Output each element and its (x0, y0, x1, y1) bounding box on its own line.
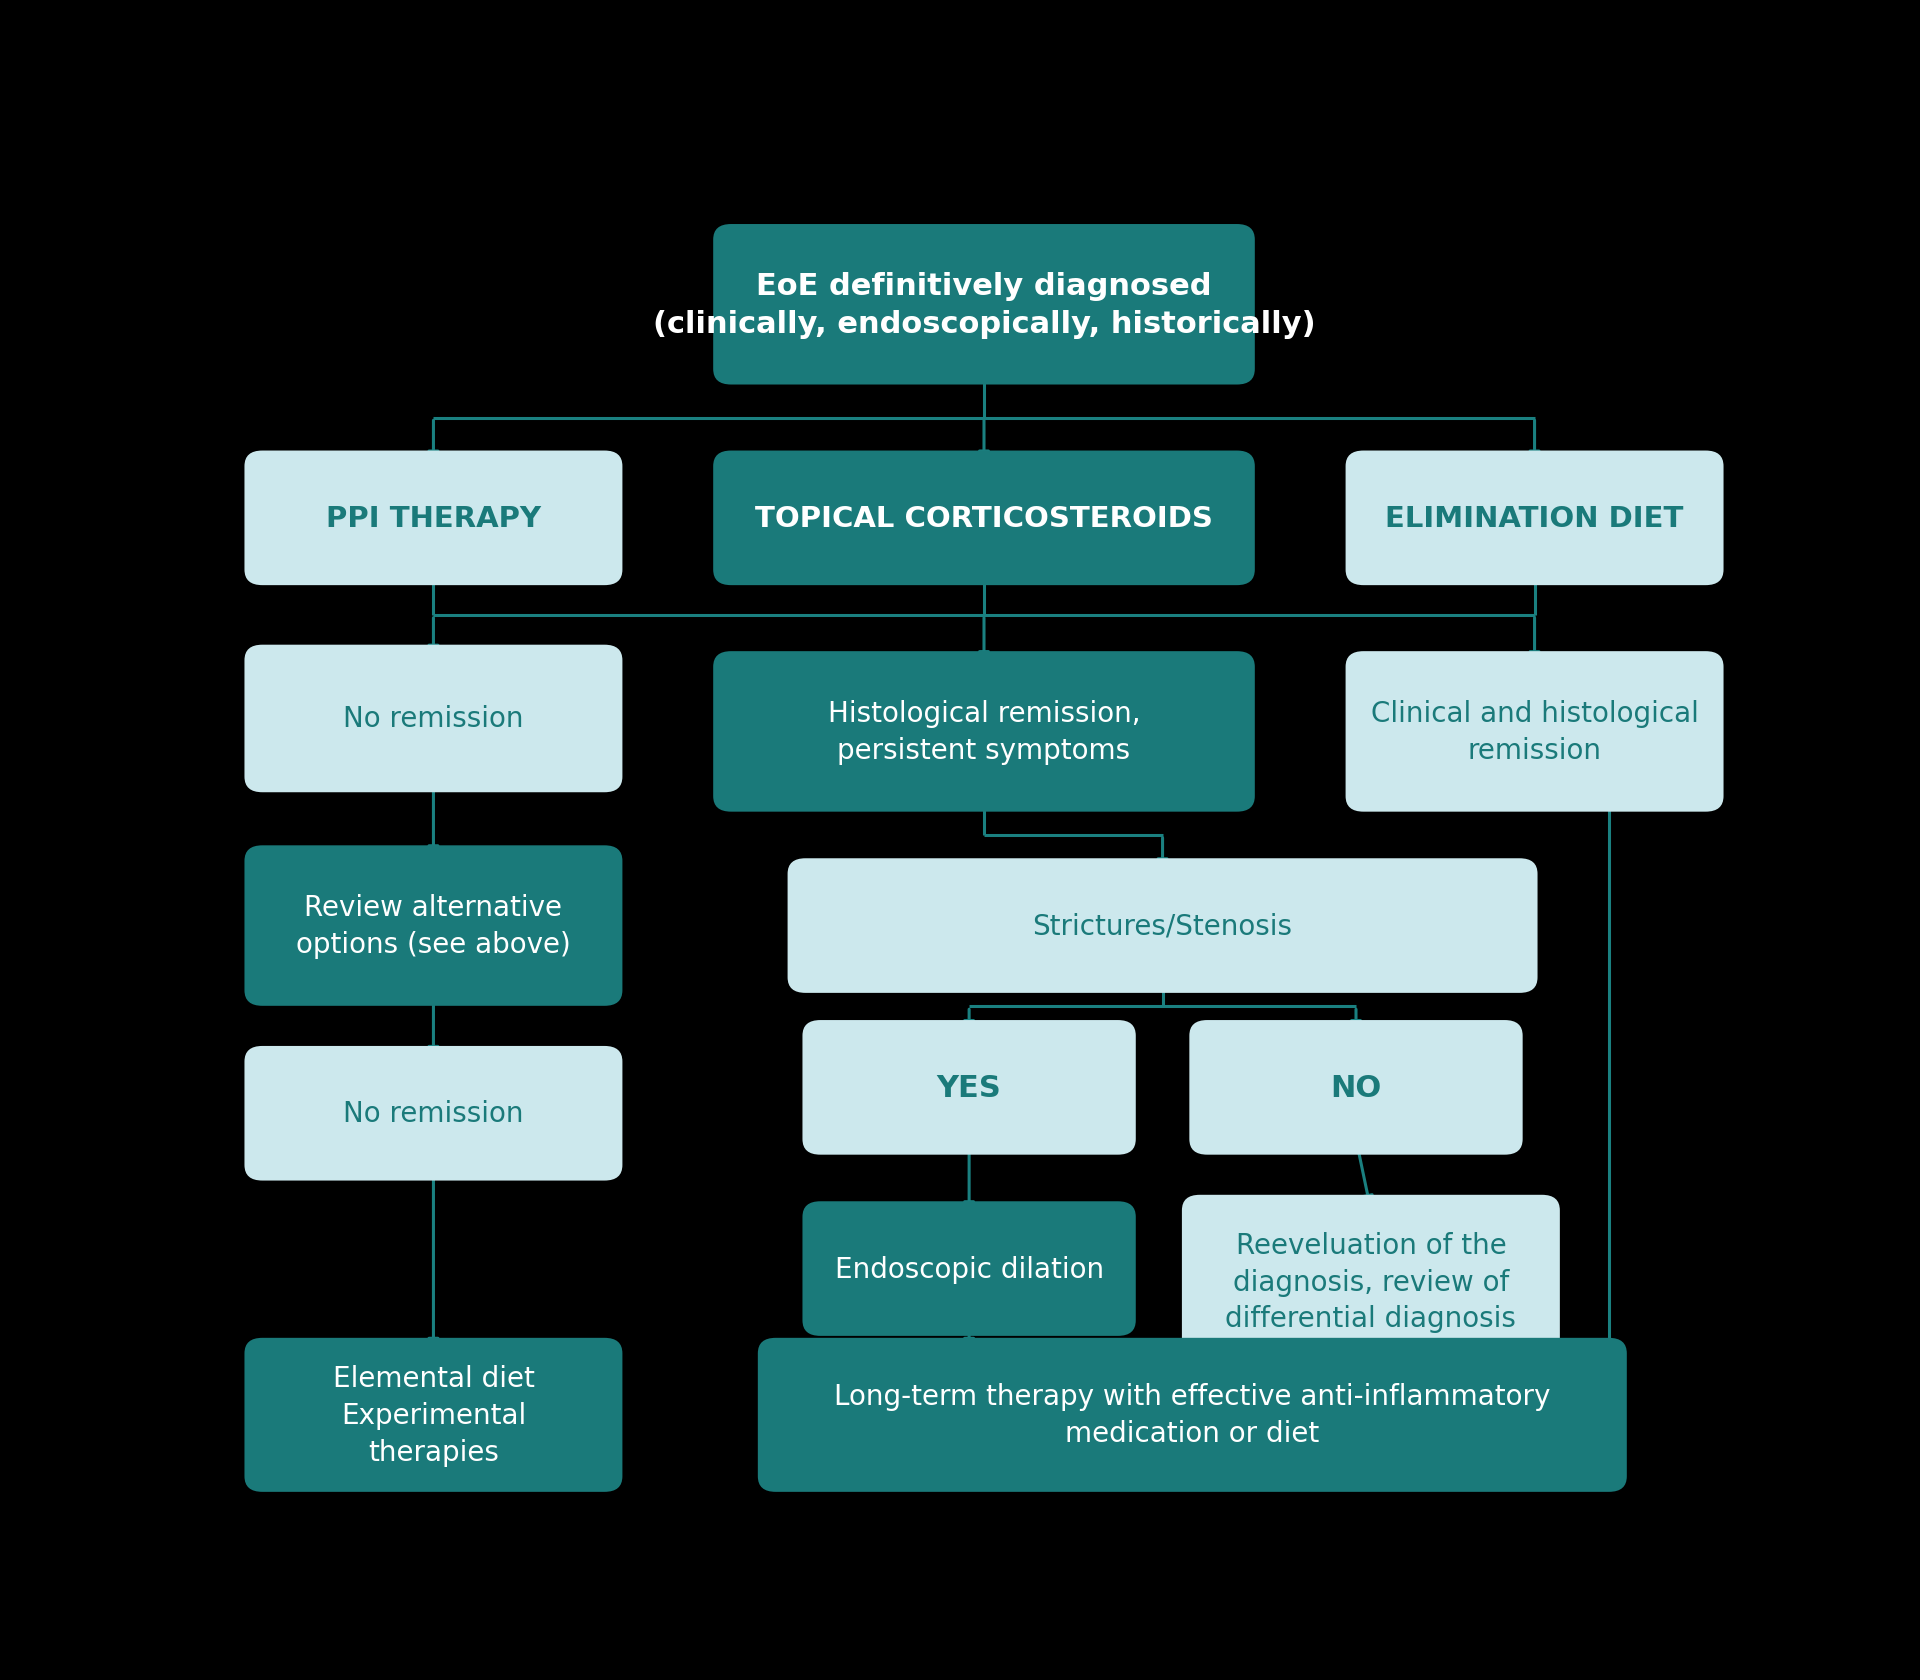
Text: Elemental diet
Experimental
therapies: Elemental diet Experimental therapies (332, 1364, 534, 1465)
Text: Reeveluation of the
diagnosis, review of
differential diagnosis: Reeveluation of the diagnosis, review of… (1225, 1231, 1517, 1332)
FancyBboxPatch shape (712, 225, 1256, 385)
FancyBboxPatch shape (758, 1337, 1626, 1492)
FancyBboxPatch shape (712, 652, 1256, 811)
FancyBboxPatch shape (1346, 452, 1724, 586)
Text: YES: YES (937, 1074, 1002, 1102)
FancyBboxPatch shape (1188, 1020, 1523, 1154)
Text: No remission: No remission (344, 1100, 524, 1127)
Text: Strictures/Stenosis: Strictures/Stenosis (1033, 912, 1292, 941)
Text: No remission: No remission (344, 706, 524, 732)
Text: Long-term therapy with effective anti-inflammatory
medication or diet: Long-term therapy with effective anti-in… (833, 1383, 1551, 1448)
FancyBboxPatch shape (244, 845, 622, 1006)
FancyBboxPatch shape (1346, 652, 1724, 811)
FancyBboxPatch shape (244, 1047, 622, 1181)
Text: PPI THERAPY: PPI THERAPY (326, 504, 541, 533)
Text: EoE definitively diagnosed
(clinically, endoscopically, historically): EoE definitively diagnosed (clinically, … (653, 272, 1315, 339)
FancyBboxPatch shape (244, 452, 622, 586)
Text: Endoscopic dilation: Endoscopic dilation (835, 1255, 1104, 1284)
Text: Histological remission,
persistent symptoms: Histological remission, persistent sympt… (828, 699, 1140, 764)
Text: Clinical and histological
remission: Clinical and histological remission (1371, 699, 1699, 764)
Text: TOPICAL CORTICOSTEROIDS: TOPICAL CORTICOSTEROIDS (755, 504, 1213, 533)
FancyBboxPatch shape (803, 1020, 1137, 1154)
FancyBboxPatch shape (803, 1201, 1137, 1336)
FancyBboxPatch shape (244, 1337, 622, 1492)
Text: NO: NO (1331, 1074, 1382, 1102)
FancyBboxPatch shape (712, 452, 1256, 586)
Text: ELIMINATION DIET: ELIMINATION DIET (1386, 504, 1684, 533)
FancyBboxPatch shape (787, 858, 1538, 993)
Text: Review alternative
options (see above): Review alternative options (see above) (296, 894, 570, 958)
FancyBboxPatch shape (244, 645, 622, 793)
FancyBboxPatch shape (1183, 1194, 1559, 1369)
